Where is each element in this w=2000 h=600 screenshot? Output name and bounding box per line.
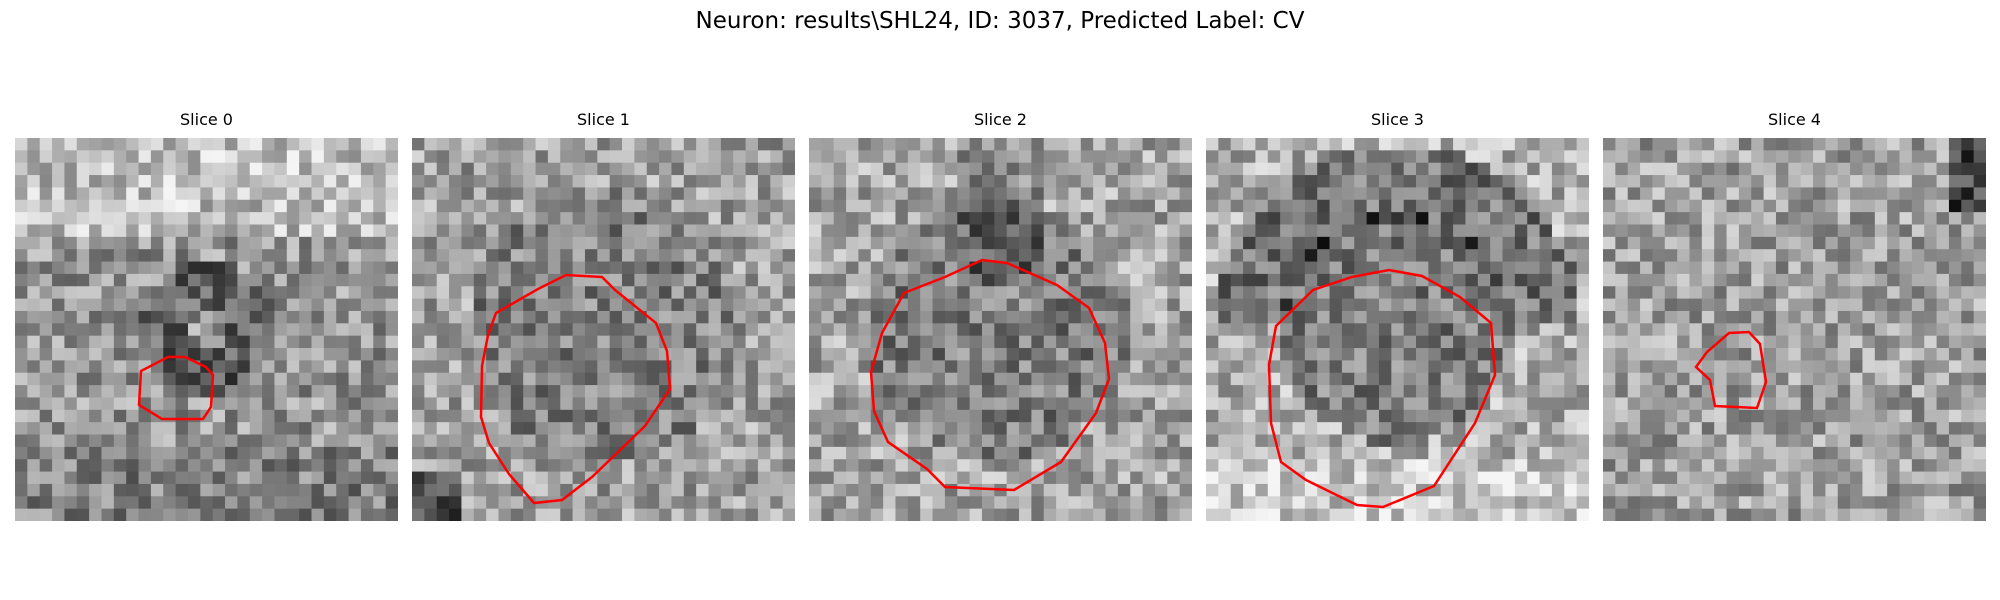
slice-image-2 xyxy=(809,138,1192,521)
slice-title: Slice 1 xyxy=(577,110,630,129)
pixel-grid xyxy=(15,138,398,521)
slice-panel-2: Slice 2 xyxy=(809,108,1192,521)
slice-title: Slice 0 xyxy=(180,110,233,129)
pixel-grid xyxy=(412,138,795,521)
figure-title: Neuron: results\SHL24, ID: 3037, Predict… xyxy=(695,8,1305,34)
slice-title: Slice 3 xyxy=(1371,110,1424,129)
roi-contour xyxy=(869,258,1111,492)
slice-panel-1: Slice 1 xyxy=(412,108,795,521)
slice-image-1 xyxy=(412,138,795,521)
roi-contour xyxy=(137,355,215,421)
pixel-grid xyxy=(809,138,1192,521)
slice-panel-3: Slice 3 xyxy=(1206,108,1589,521)
slice-panel-4: Slice 4 xyxy=(1603,108,1986,521)
pixel-grid xyxy=(1206,138,1589,521)
slice-image-0 xyxy=(15,138,398,521)
roi-contour xyxy=(1694,330,1768,410)
roi-contour xyxy=(479,273,672,505)
roi-contour xyxy=(1267,268,1497,509)
pixel-grid xyxy=(1603,138,1986,521)
slice-image-3 xyxy=(1206,138,1589,521)
slice-panel-0: Slice 0 xyxy=(15,108,398,521)
slice-image-4 xyxy=(1603,138,1986,521)
slice-title: Slice 2 xyxy=(974,110,1027,129)
slice-title: Slice 4 xyxy=(1768,110,1821,129)
